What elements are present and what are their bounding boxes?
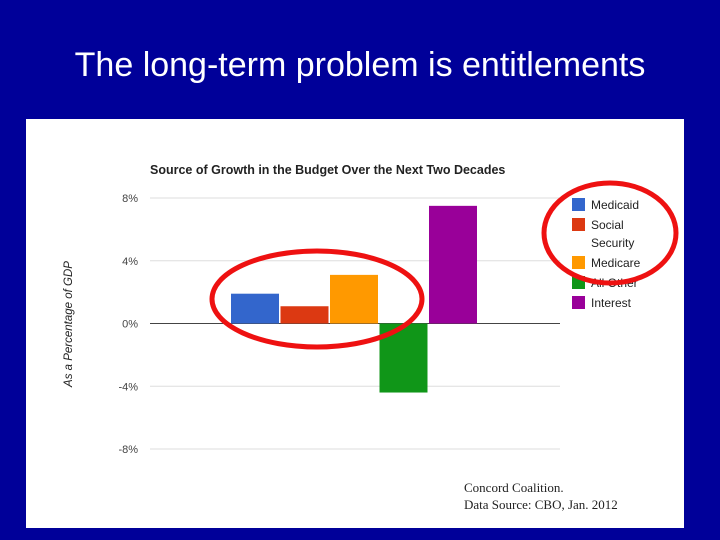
chart-title: Source of Growth in the Budget Over the …	[150, 163, 505, 177]
legend-label: Medicare	[591, 256, 641, 270]
legend-label: Interest	[591, 296, 632, 310]
y-tick-labels: 8% 4% 0% -4% -8%	[118, 193, 138, 456]
highlight-circles	[209, 180, 679, 350]
source-note: Concord Coalition. Data Source: CBO, Jan…	[464, 479, 618, 513]
legend-swatch	[572, 256, 585, 269]
bar-interest	[429, 205, 477, 324]
bar-social-security	[280, 306, 329, 324]
budget-growth-chart: Source of Growth in the Budget Over the …	[63, 163, 679, 456]
slide-title: The long-term problem is entitlements	[74, 46, 646, 84]
highlight-circle-entitlements	[209, 248, 425, 350]
chart-panel: Source of Growth in the Budget Over the …	[26, 119, 684, 528]
legend-swatch	[572, 198, 585, 211]
y-tick-label: -8%	[118, 444, 138, 456]
legend-swatch	[572, 296, 585, 309]
legend-swatch	[572, 218, 585, 231]
legend-label: Social	[591, 218, 624, 232]
y-axis-label: As a Percentage of GDP	[63, 261, 75, 388]
y-tick-label: 8%	[122, 193, 138, 205]
source-line-1: Concord Coalition.	[464, 480, 564, 495]
bar-medicaid	[231, 293, 279, 324]
legend-label: Medicaid	[591, 198, 639, 212]
bar-medicare	[330, 274, 378, 324]
legend-label: Security	[591, 236, 634, 250]
y-tick-label: 0%	[122, 319, 138, 331]
source-line-2: Data Source: CBO, Jan. 2012	[464, 497, 618, 512]
highlight-circle-legend	[541, 180, 679, 286]
y-tick-label: 4%	[122, 256, 138, 268]
y-tick-label: -4%	[118, 381, 138, 393]
bars	[231, 205, 477, 393]
